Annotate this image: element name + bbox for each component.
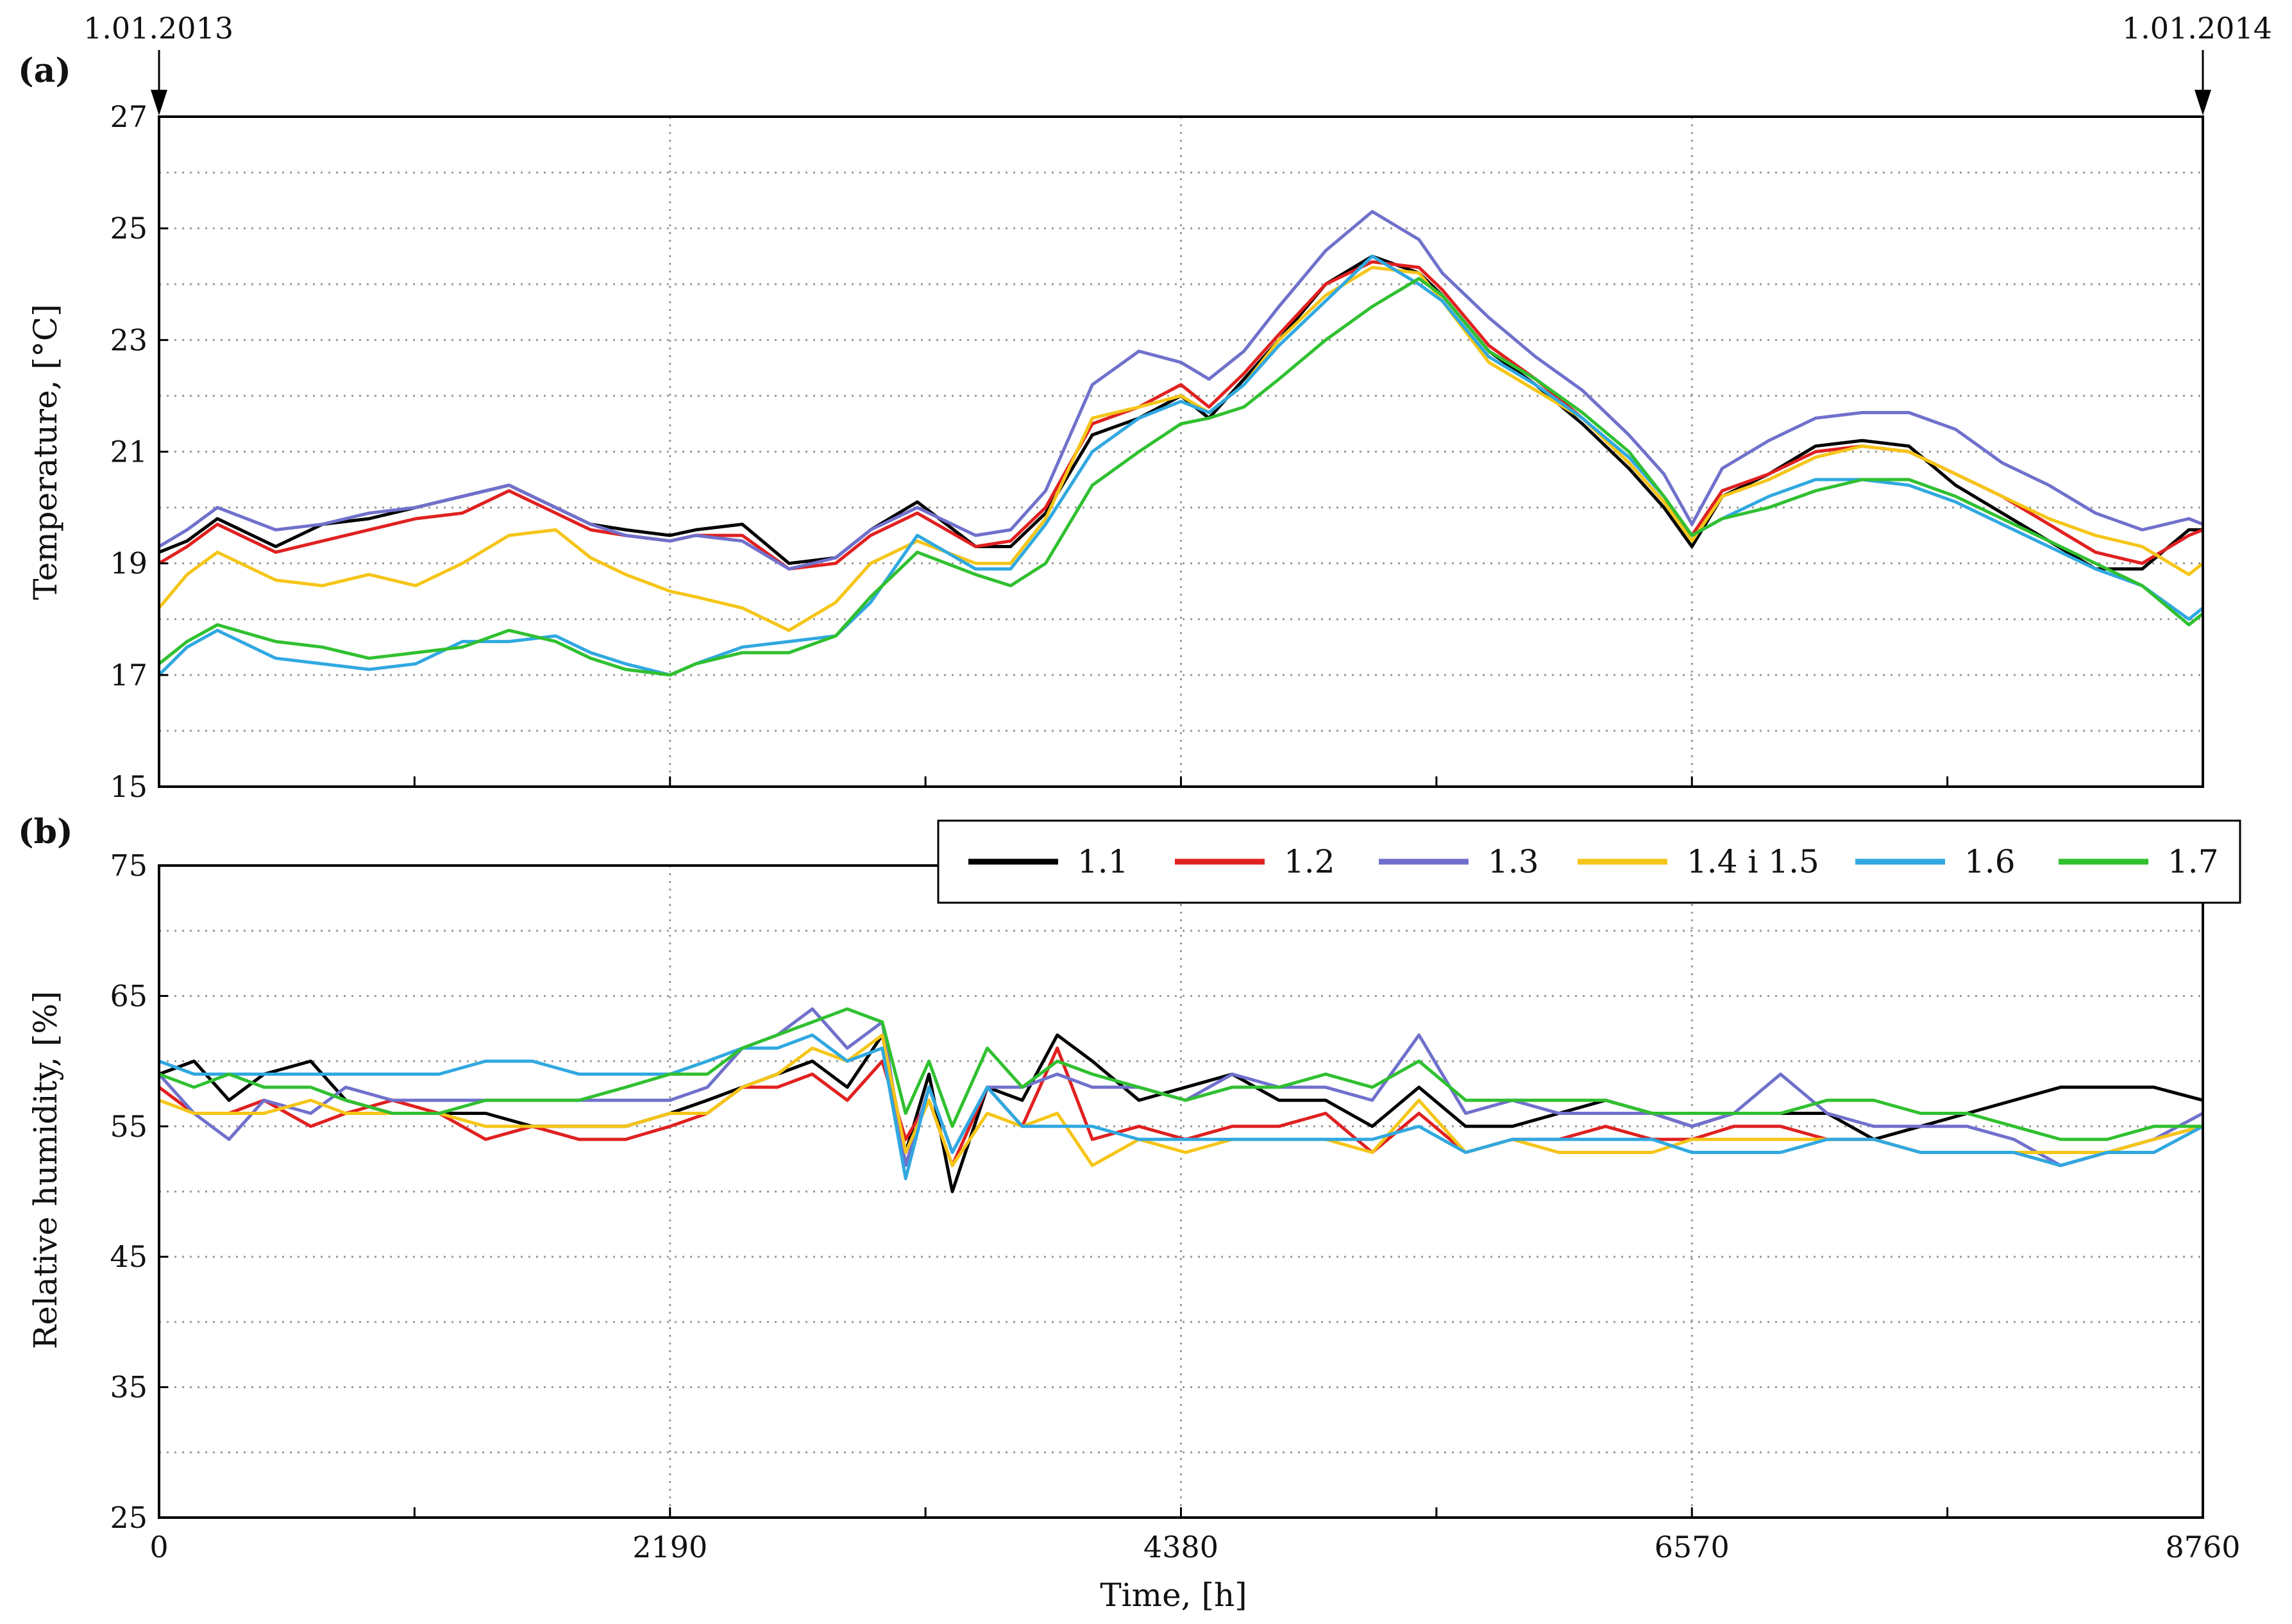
temperature-series-line-5 xyxy=(158,255,2204,677)
temperature-y-axis-title: Temperature, [°C] xyxy=(27,304,64,600)
humidity-series-line-6 xyxy=(158,1007,2203,1141)
temperature-series-line-3 xyxy=(158,210,2204,571)
temperature-series-line-4 xyxy=(158,265,2204,632)
humidity-grid xyxy=(159,866,2203,1518)
humidity-y-tick-label: 25 xyxy=(110,1500,147,1535)
legend-label: 1.2 xyxy=(1284,843,1335,880)
temperature-y-tick-label: 27 xyxy=(110,99,147,134)
humidity-panel: 25 35 45 55 65 75 0 2190 4380 6570 8760 (b) Relati… xyxy=(18,812,2241,1614)
temperature-ticks: 15 17 19 21 23 25 27 xyxy=(110,99,2204,804)
panel-label-a: (a) xyxy=(18,51,71,90)
date-label: 1.01.2013 xyxy=(83,11,233,46)
humidity-y-axis-title: Relative humidity, [%] xyxy=(27,991,64,1350)
humidity-series-group xyxy=(158,1007,2204,1193)
temperature-y-tick-label: 15 xyxy=(110,769,147,804)
temperature-y-tick-label: 21 xyxy=(110,435,147,469)
temperature-series-line-6 xyxy=(158,277,2204,677)
humidity-y-tick-label: 35 xyxy=(110,1370,147,1405)
humidity-y-tick-label: 75 xyxy=(110,848,147,883)
x-tick-label: 4380 xyxy=(1143,1530,1218,1564)
humidity-ticks: 25 35 45 55 65 75 0 2190 4380 6570 8760 xyxy=(110,848,2240,1564)
temperature-y-tick-label: 19 xyxy=(110,546,147,581)
x-axis-title: Time, [h] xyxy=(1100,1577,1247,1614)
date-arrow-head xyxy=(151,90,167,115)
legend: 1.1 1.2 1.3 1.4 i 1.5 1.6 1.7 xyxy=(937,819,2241,904)
humidity-y-tick-label: 65 xyxy=(110,978,147,1013)
legend-label: 1.6 xyxy=(1964,843,2016,880)
humidity-series-line-1 xyxy=(158,1033,2204,1193)
date-label: 1.01.2014 xyxy=(2122,11,2272,46)
x-tick-label: 0 xyxy=(149,1530,168,1564)
temperature-y-tick-label: 17 xyxy=(110,658,147,692)
temperature-y-tick-label: 25 xyxy=(110,211,147,246)
legend-label: 1.7 xyxy=(2168,843,2219,880)
temperature-panel: 15 17 19 21 23 25 27 (a) Temperature, [°C] 1.0… xyxy=(18,11,2272,804)
humidity-series-line-4 xyxy=(158,1033,2204,1168)
humidity-y-tick-label: 55 xyxy=(110,1109,147,1144)
panel-label-b: (b) xyxy=(18,812,73,851)
humidity-series-line-2 xyxy=(158,1046,2204,1168)
x-tick-label: 8760 xyxy=(2165,1530,2240,1564)
date-annotations: 1.01.2013 1.01.2014 xyxy=(83,11,2272,115)
legend-label: 1.3 xyxy=(1488,843,1539,880)
temperature-y-tick-label: 23 xyxy=(110,322,147,357)
humidity-y-tick-label: 45 xyxy=(110,1239,147,1274)
legend-label: 1.4 i 1.5 xyxy=(1687,843,1819,880)
temperature-series-group xyxy=(158,210,2204,677)
temperature-series-line-2 xyxy=(158,260,2204,571)
humidity-series-line-5 xyxy=(158,1033,2204,1180)
x-tick-label: 2190 xyxy=(632,1530,707,1564)
date-arrow-head xyxy=(2195,90,2211,115)
legend-label: 1.1 xyxy=(1077,843,1129,880)
x-tick-label: 6570 xyxy=(1655,1530,1730,1564)
